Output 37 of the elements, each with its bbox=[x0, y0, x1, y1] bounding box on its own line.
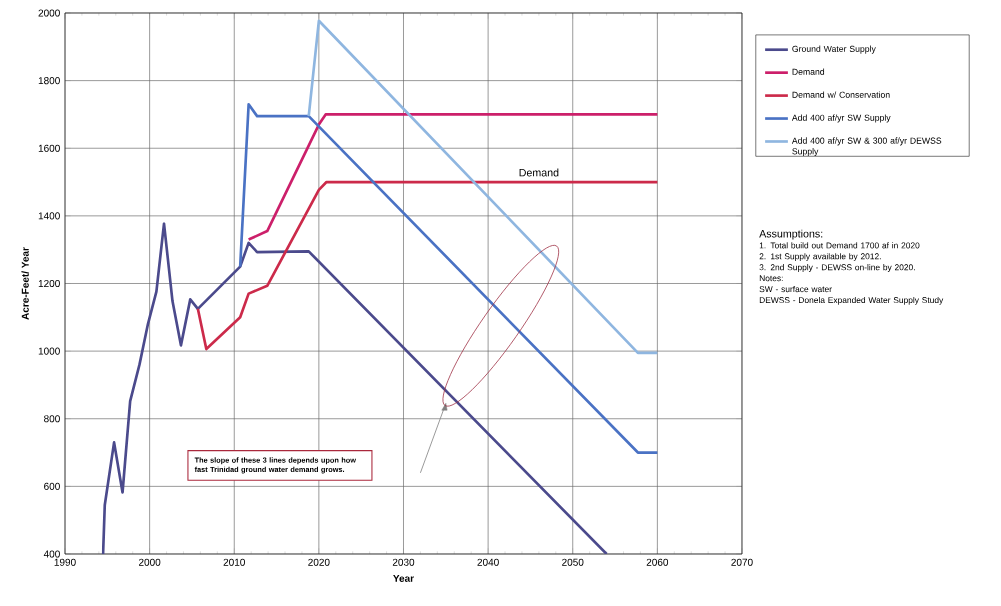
legend-label: Ground Water Supply bbox=[792, 45, 876, 54]
y-tick-label: 1200 bbox=[38, 279, 60, 288]
line-series bbox=[238, 102, 659, 454]
legend-label: Add 400 af/yr SW Supply bbox=[791, 114, 891, 123]
line-series bbox=[247, 113, 659, 241]
x-tick-label: 2060 bbox=[646, 558, 669, 566]
legend-label: Add 400 af/yr SW & 300 af/yr DEWSS Supply bbox=[791, 137, 942, 157]
text: SW - surface water bbox=[759, 285, 832, 293]
line-series bbox=[101, 222, 608, 554]
x-tick-label: 2010 bbox=[223, 558, 245, 566]
x-tick-label: 2000 bbox=[139, 558, 161, 566]
x-tick-label: 2030 bbox=[392, 558, 415, 566]
legend-label: Demand bbox=[792, 68, 825, 75]
y-axis-title: Acre-Feet/ Year bbox=[21, 247, 29, 320]
y-tick-label: 1400 bbox=[38, 212, 60, 220]
x-tick-label: 2070 bbox=[731, 558, 753, 566]
text: 2. 1st Supply available by 2012. bbox=[759, 253, 881, 261]
x-axis-title: Year bbox=[393, 574, 414, 582]
line-series bbox=[196, 180, 659, 351]
y-tick-label: 600 bbox=[44, 482, 60, 490]
text: Assumptions: bbox=[759, 229, 823, 240]
legend-label: Demand w/ Conservation bbox=[792, 91, 890, 98]
text: DEWSS - Donela Expanded Water Supply Study bbox=[759, 296, 944, 305]
text: Notes: bbox=[759, 275, 783, 282]
y-tick-label: 1800 bbox=[38, 77, 60, 85]
text: 3. 2nd Supply - DEWSS on-line by 2020. bbox=[759, 264, 915, 272]
annotation: Demand bbox=[519, 168, 559, 177]
x-tick-label: 2020 bbox=[308, 558, 330, 566]
y-tick-label: 400 bbox=[43, 550, 60, 558]
x-tick-label: 2040 bbox=[477, 558, 499, 566]
y-tick-label: 2000 bbox=[38, 9, 60, 17]
y-tick-label: 1600 bbox=[38, 144, 60, 152]
y-tick-label: 1000 bbox=[38, 347, 60, 355]
x-tick-label: 2050 bbox=[562, 558, 584, 566]
text: 1. Total build out Demand 1700 af in 2020 bbox=[759, 242, 920, 249]
x-tick-label: 1990 bbox=[54, 558, 76, 566]
y-tick-label: 800 bbox=[44, 415, 60, 423]
